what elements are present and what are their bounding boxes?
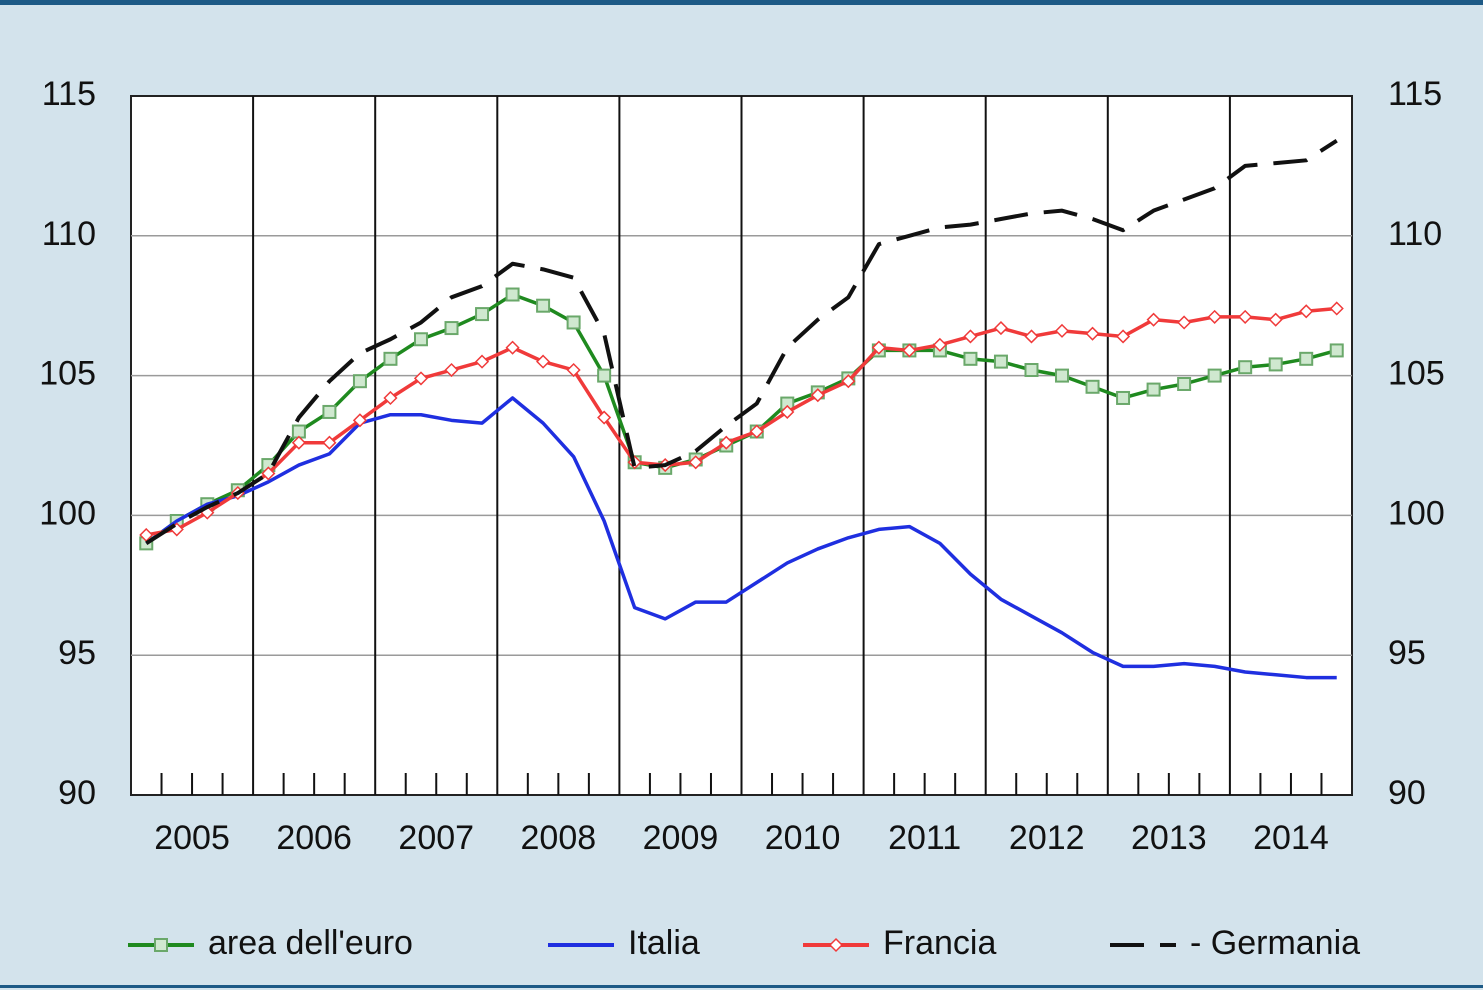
point: [154, 938, 168, 952]
point: [383, 351, 398, 366]
point: [261, 466, 276, 481]
x-tick-label: 2008: [521, 819, 597, 857]
point: [566, 315, 581, 330]
point: [474, 354, 490, 369]
point: [597, 368, 612, 383]
point: [383, 390, 398, 406]
y2-tick-label: 115: [1388, 75, 1442, 113]
series-line: [145, 396, 1337, 680]
legend-label: area dell'euro: [208, 924, 413, 962]
point: [352, 413, 367, 428]
bottom-rule: [0, 985, 1483, 988]
point: [1329, 343, 1344, 358]
point: [505, 287, 520, 302]
point: [871, 340, 886, 355]
point: [444, 321, 459, 336]
point: [1054, 323, 1070, 338]
y-tick-label: 110: [42, 215, 96, 253]
legend-label: Francia: [883, 924, 996, 962]
point: [719, 435, 734, 450]
point: [749, 424, 764, 439]
point: [413, 371, 429, 386]
x-tick-label: 2006: [276, 819, 352, 857]
point: [1268, 312, 1283, 327]
x-tick-label: 2010: [765, 819, 841, 857]
point: [1329, 301, 1344, 316]
x-tick-label: 2012: [1009, 819, 1085, 857]
series-line: [145, 306, 1337, 537]
point: [1177, 315, 1192, 330]
legend-label: - Germania: [1190, 924, 1360, 962]
point: [1116, 390, 1131, 405]
y2-tick-label: 110: [1388, 215, 1442, 253]
point: [1024, 329, 1039, 344]
point: [352, 374, 367, 389]
y2-tick-label: 95: [1388, 634, 1426, 672]
point: [1177, 376, 1192, 391]
point: [413, 332, 428, 347]
point: [597, 410, 612, 425]
point: [1207, 309, 1222, 324]
y-tick-label: 100: [39, 494, 96, 532]
x-tick-label: 2009: [643, 819, 719, 857]
point: [536, 298, 551, 313]
point: [139, 527, 154, 543]
point: [1024, 363, 1039, 378]
point: [993, 321, 1009, 336]
point: [1207, 368, 1222, 383]
point: [810, 388, 825, 403]
y2-tick-label: 105: [1388, 355, 1445, 393]
point: [780, 404, 795, 420]
y-tick-label: 115: [42, 75, 96, 113]
x-tick-label: 2005: [154, 819, 230, 857]
point: [322, 435, 337, 450]
point: [1055, 368, 1070, 383]
point: [1085, 326, 1100, 341]
series-line: [145, 139, 1338, 546]
point: [1146, 312, 1161, 327]
point: [841, 374, 856, 389]
point: [1085, 379, 1100, 394]
y-tick-label: 105: [39, 355, 96, 393]
point: [963, 351, 978, 366]
point: [505, 340, 520, 355]
point: [688, 455, 703, 470]
point: [1146, 382, 1161, 397]
point: [536, 354, 551, 369]
point: [1299, 304, 1314, 319]
x-tick-label: 2013: [1131, 819, 1207, 857]
point: [1238, 360, 1253, 375]
y-tick-label: 90: [58, 774, 96, 812]
point: [1115, 329, 1131, 344]
point: [475, 307, 490, 322]
point: [1238, 309, 1253, 324]
legend-label: Italia: [628, 924, 700, 962]
point: [1299, 351, 1314, 366]
y2-tick-label: 100: [1388, 494, 1445, 532]
y-tick-label: 95: [58, 634, 96, 672]
point: [932, 337, 947, 352]
point: [963, 329, 978, 344]
point: [1268, 357, 1283, 372]
point: [566, 362, 581, 378]
y2-tick-label: 90: [1388, 774, 1426, 812]
point: [322, 404, 337, 419]
point: [902, 343, 917, 358]
top-rule: [0, 0, 1483, 5]
x-tick-label: 2007: [398, 819, 474, 857]
x-tick-label: 2011: [888, 819, 961, 857]
point: [828, 937, 844, 953]
point: [291, 435, 306, 450]
point: [993, 354, 1008, 369]
x-tick-label: 2014: [1253, 819, 1329, 857]
point: [444, 362, 459, 378]
